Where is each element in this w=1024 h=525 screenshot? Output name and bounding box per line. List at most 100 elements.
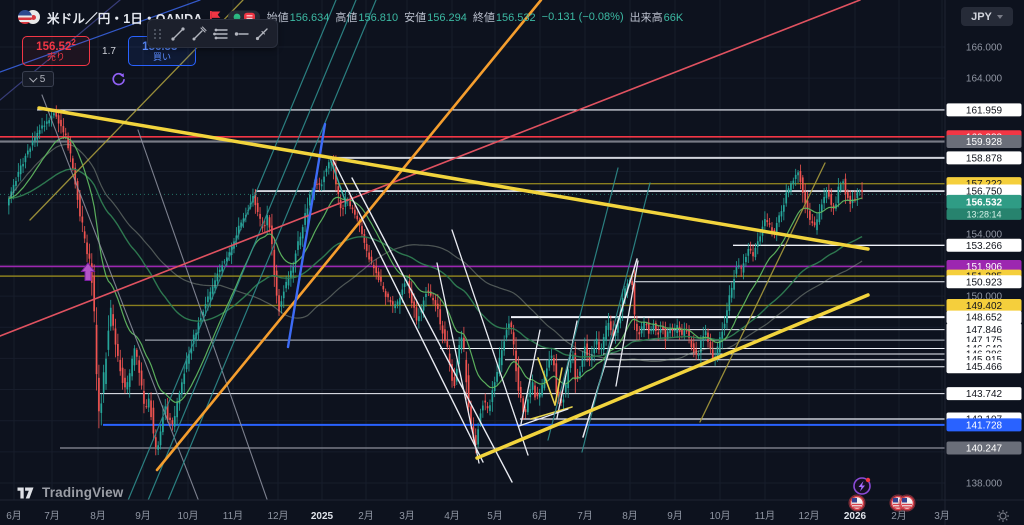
plot-area[interactable] <box>0 0 945 525</box>
price-axis-labels: 166.000 164.000 154.000 150.000 138.000 <box>966 42 1003 489</box>
price-level-label[interactable]: 141.728 <box>946 418 1022 432</box>
svg-text:150.923: 150.923 <box>966 277 1003 288</box>
time-axis-label: 8月 <box>90 510 106 522</box>
white-ascending-segment-1[interactable] <box>520 329 541 425</box>
price-level-label[interactable]: 159.928 <box>946 135 1022 149</box>
horizontal-ray-tool-icon[interactable] <box>231 23 250 44</box>
white-channel-line-1[interactable] <box>331 157 484 463</box>
ray-tool-icon[interactable] <box>252 23 271 44</box>
time-axis-label: 3月 <box>934 510 950 522</box>
buy-arrow-marker[interactable] <box>80 262 96 281</box>
yellow-descending-trendline[interactable] <box>37 106 870 251</box>
white-mini-support[interactable] <box>518 408 569 427</box>
time-axis-label: 9月 <box>667 510 683 522</box>
drawing-toolbar <box>147 19 278 48</box>
yellow-zigzag-b[interactable] <box>554 367 563 406</box>
annotation-line-tool-icon[interactable] <box>189 23 208 44</box>
yellow-ascending-trendline[interactable] <box>475 293 870 460</box>
svg-text:156.532: 156.532 <box>966 197 1003 208</box>
white-steep-line-1[interactable] <box>436 262 480 464</box>
yellow-zigzag-a[interactable] <box>537 357 556 406</box>
svg-text:147.846: 147.846 <box>966 325 1003 336</box>
time-axis-label: 12月 <box>798 510 819 522</box>
svg-text:151.906: 151.906 <box>966 262 1003 273</box>
blue-steep-trendline[interactable] <box>286 122 327 349</box>
gray-channel-line-2[interactable] <box>137 129 276 525</box>
market-open-dot <box>233 13 240 21</box>
sell-button[interactable]: 156.522 売り <box>22 36 90 66</box>
white-ascending-segment-4[interactable] <box>615 260 639 387</box>
price-level-label[interactable]: 143.742 <box>946 387 1022 401</box>
ma-pale-line <box>8 143 863 362</box>
event-markers <box>848 477 916 512</box>
white-ascending-segment-2[interactable] <box>556 320 578 419</box>
time-axis-label: 10月 <box>177 510 198 522</box>
teal-right-line-2[interactable] <box>581 182 651 453</box>
teal-right-line-1[interactable] <box>547 167 619 441</box>
price-level-label[interactable]: 156.750 <box>946 184 1022 198</box>
svg-text:161.959: 161.959 <box>966 105 1003 116</box>
time-axis-labels: 6月 7月 8月 9月 10月 11月 12月 2025 2月 3月 4月 5月 6月 7月 8月 9月 10月… <box>6 510 950 522</box>
white-steep-line-2[interactable] <box>451 229 529 456</box>
ideas-lightning-icon[interactable] <box>853 477 871 495</box>
svg-text:156.750: 156.750 <box>966 187 1003 198</box>
gear-icon[interactable] <box>997 510 1009 522</box>
countdown-timer: 13:28:14 <box>966 209 1001 219</box>
white-channel-line-2[interactable] <box>351 177 513 483</box>
time-axis-label: 11月 <box>755 510 775 522</box>
time-axis-label: 4月 <box>444 510 460 522</box>
price-level-label[interactable]: 147.846 <box>946 323 1022 337</box>
price-level-chips: 161.959160.233159.928158.878157.222156.7… <box>946 103 1022 455</box>
orange-ascending-trendline[interactable] <box>155 0 543 472</box>
teal-channel-line-3[interactable] <box>164 0 377 510</box>
teal-channel-line-1[interactable] <box>124 0 337 510</box>
svg-text:140.247: 140.247 <box>966 443 1003 454</box>
flag-icon[interactable] <box>209 10 221 24</box>
teal-channel-line-2[interactable] <box>144 0 357 510</box>
white-ascending-segment-3[interactable] <box>582 258 638 438</box>
price-level-label[interactable]: 140.247 <box>946 441 1022 455</box>
svg-text:159.928: 159.928 <box>966 137 1003 148</box>
ma-fast-line <box>8 136 863 403</box>
tradingview-watermark: TradingView <box>16 484 123 501</box>
price-level-label[interactable]: 161.959 <box>946 103 1022 117</box>
parallel-channel-tool-icon[interactable] <box>210 23 229 44</box>
time-axis-label: 2月 <box>891 510 907 522</box>
olive-ascending-line-right[interactable] <box>699 162 826 423</box>
price-level-label[interactable]: 150.923 <box>946 275 1022 289</box>
ma-slow-line <box>8 168 863 358</box>
currency-pair-icon <box>18 9 40 25</box>
us-flag-event-icon[interactable] <box>848 494 866 512</box>
us-flag-event-icon[interactable] <box>898 494 916 512</box>
chevron-down-icon <box>28 74 38 83</box>
price-level-label[interactable]: 145.466 <box>946 360 1022 374</box>
price-level-lines <box>0 109 945 449</box>
red-ascending-trendline[interactable] <box>0 0 861 337</box>
price-level-label[interactable]: 153.266 <box>946 238 1022 252</box>
price-axis-label: 154.000 <box>966 229 1003 240</box>
currency-unit-button[interactable]: JPY <box>961 7 1013 26</box>
price-axis-label: 138.000 <box>966 478 1003 489</box>
trend-line-tool-icon[interactable] <box>168 23 187 44</box>
yellow-mini-support[interactable] <box>530 406 573 420</box>
svg-text:148.652: 148.652 <box>966 313 1003 324</box>
time-axis-label: 11月 <box>223 510 243 522</box>
gray-channel-line-1[interactable] <box>41 94 208 525</box>
svg-text:141.728: 141.728 <box>966 420 1003 431</box>
svg-text:147.175: 147.175 <box>966 336 1003 347</box>
indicator-collapse-toggle[interactable]: 5 <box>22 71 54 87</box>
teal-short-line[interactable] <box>329 157 347 204</box>
price-axis-label: 166.000 <box>966 42 1003 53</box>
price-level-label[interactable]: 158.878 <box>946 151 1022 165</box>
blue-ascending-line-top[interactable] <box>0 0 201 73</box>
price-level-label[interactable]: 149.402 <box>946 298 1022 312</box>
volume-value: 66K <box>663 12 684 24</box>
spread-value: 1.7 <box>102 45 116 57</box>
grid-lines <box>0 0 945 500</box>
toolbar-drag-handle[interactable] <box>154 28 162 39</box>
price-level-label[interactable]: 148.652 <box>946 310 1022 324</box>
time-axis-label: 6月 <box>532 510 548 522</box>
sync-icon[interactable] <box>110 71 127 88</box>
